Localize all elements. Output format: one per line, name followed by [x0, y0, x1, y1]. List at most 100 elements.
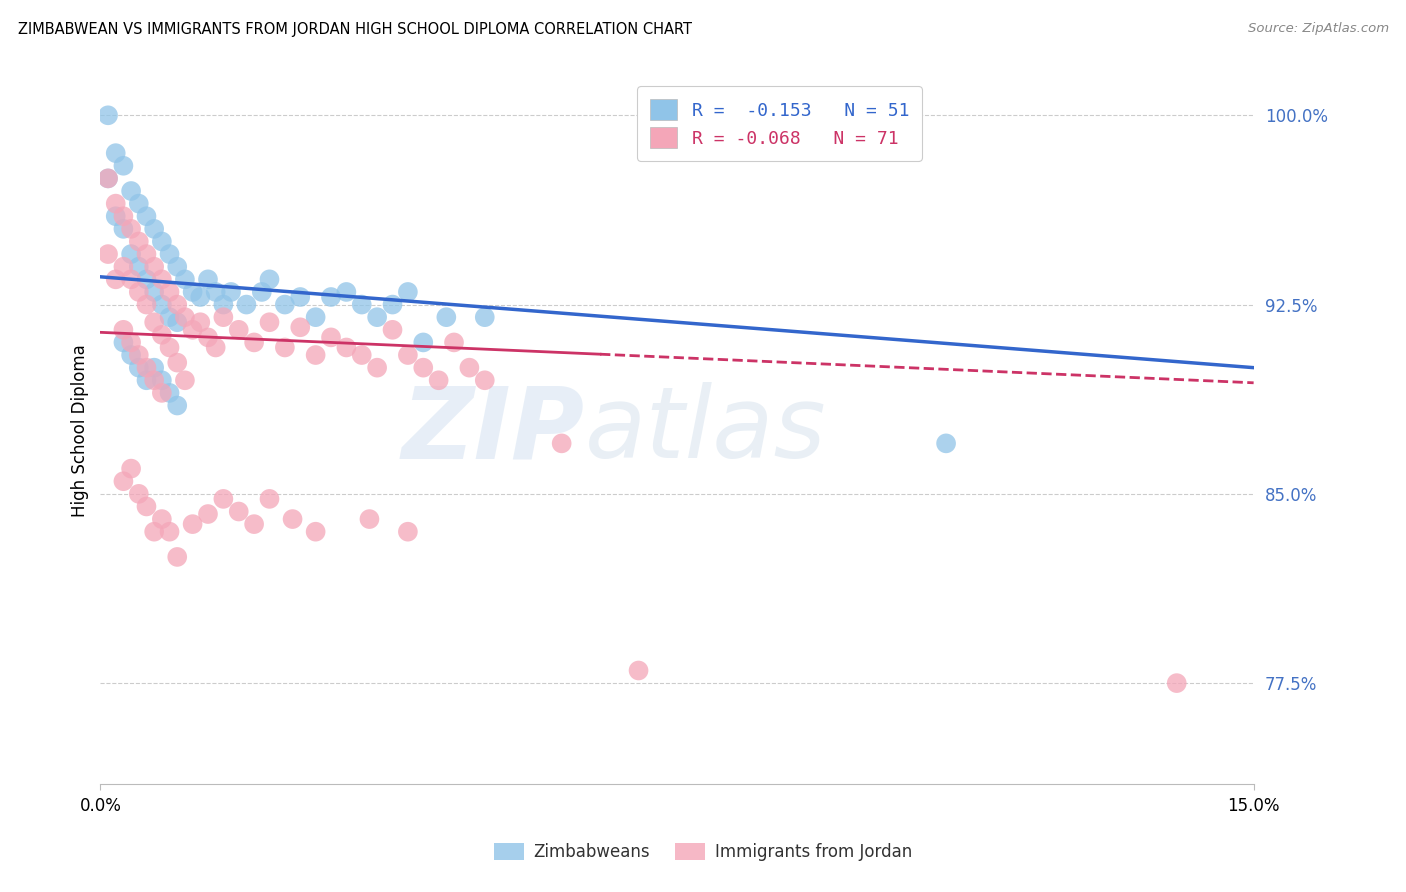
- Point: [104, 272, 127, 286]
- Point: [412, 360, 434, 375]
- Point: [935, 436, 957, 450]
- Point: [290, 290, 312, 304]
- Point: [112, 209, 135, 223]
- Point: [135, 360, 157, 375]
- Point: [443, 335, 465, 350]
- Point: [274, 297, 297, 311]
- Point: [204, 285, 226, 299]
- Point: [381, 297, 404, 311]
- Point: [350, 297, 373, 311]
- Point: [228, 323, 250, 337]
- Point: [350, 348, 373, 362]
- Point: [212, 297, 235, 311]
- Point: [159, 310, 181, 325]
- Point: [166, 297, 188, 311]
- Point: [135, 247, 157, 261]
- Point: [150, 385, 173, 400]
- Point: [228, 504, 250, 518]
- Point: [120, 335, 142, 350]
- Point: [304, 310, 326, 325]
- Point: [128, 260, 150, 274]
- Point: [128, 196, 150, 211]
- Point: [135, 272, 157, 286]
- Point: [143, 524, 166, 539]
- Point: [281, 512, 304, 526]
- Point: [150, 297, 173, 311]
- Point: [458, 360, 481, 375]
- Point: [197, 330, 219, 344]
- Point: [150, 512, 173, 526]
- Point: [104, 146, 127, 161]
- Y-axis label: High School Diploma: High School Diploma: [72, 344, 89, 517]
- Point: [174, 272, 197, 286]
- Point: [427, 373, 450, 387]
- Point: [128, 348, 150, 362]
- Point: [359, 512, 381, 526]
- Point: [97, 171, 120, 186]
- Legend: R =  -0.153   N = 51, R = -0.068   N = 71: R = -0.153 N = 51, R = -0.068 N = 71: [637, 87, 922, 161]
- Point: [112, 222, 135, 236]
- Point: [188, 315, 211, 329]
- Point: [181, 517, 204, 532]
- Point: [250, 285, 273, 299]
- Point: [197, 272, 219, 286]
- Point: [135, 500, 157, 514]
- Point: [120, 222, 142, 236]
- Text: ZIP: ZIP: [402, 383, 585, 479]
- Point: [274, 341, 297, 355]
- Point: [97, 247, 120, 261]
- Point: [259, 272, 281, 286]
- Point: [159, 285, 181, 299]
- Point: [166, 260, 188, 274]
- Point: [143, 260, 166, 274]
- Point: [143, 373, 166, 387]
- Point: [143, 360, 166, 375]
- Point: [366, 310, 388, 325]
- Point: [97, 171, 120, 186]
- Point: [104, 196, 127, 211]
- Legend: Zimbabweans, Immigrants from Jordan: Zimbabweans, Immigrants from Jordan: [486, 836, 920, 868]
- Point: [104, 209, 127, 223]
- Point: [1166, 676, 1188, 690]
- Point: [120, 184, 142, 198]
- Point: [396, 348, 419, 362]
- Point: [159, 385, 181, 400]
- Point: [212, 491, 235, 506]
- Point: [128, 360, 150, 375]
- Point: [166, 549, 188, 564]
- Point: [396, 524, 419, 539]
- Point: [128, 487, 150, 501]
- Point: [112, 260, 135, 274]
- Point: [120, 272, 142, 286]
- Point: [396, 285, 419, 299]
- Point: [135, 373, 157, 387]
- Point: [335, 285, 357, 299]
- Point: [97, 108, 120, 122]
- Point: [159, 247, 181, 261]
- Text: atlas: atlas: [585, 383, 827, 479]
- Point: [159, 524, 181, 539]
- Point: [150, 235, 173, 249]
- Point: [181, 323, 204, 337]
- Point: [304, 348, 326, 362]
- Point: [166, 356, 188, 370]
- Point: [128, 235, 150, 249]
- Point: [159, 341, 181, 355]
- Point: [135, 209, 157, 223]
- Point: [112, 159, 135, 173]
- Point: [212, 310, 235, 325]
- Point: [204, 341, 226, 355]
- Point: [319, 330, 342, 344]
- Point: [188, 290, 211, 304]
- Point: [259, 315, 281, 329]
- Point: [128, 285, 150, 299]
- Point: [112, 474, 135, 488]
- Point: [150, 327, 173, 342]
- Point: [319, 290, 342, 304]
- Point: [550, 436, 572, 450]
- Point: [150, 272, 173, 286]
- Point: [474, 373, 496, 387]
- Point: [135, 297, 157, 311]
- Point: [150, 373, 173, 387]
- Point: [143, 222, 166, 236]
